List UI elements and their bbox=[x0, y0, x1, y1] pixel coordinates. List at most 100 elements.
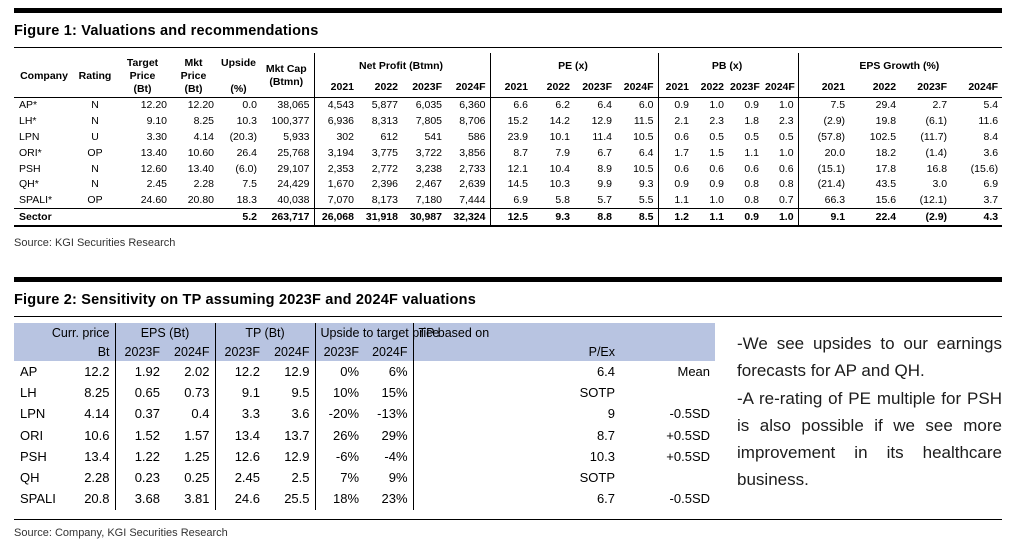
cell: 6.0 bbox=[638, 99, 654, 112]
cell: 102.5 bbox=[869, 130, 897, 143]
cell: AP* bbox=[19, 99, 38, 112]
year-header: 2024F bbox=[623, 81, 654, 94]
cell: 0.6 bbox=[744, 162, 760, 175]
year-header: 2023F bbox=[215, 342, 265, 362]
cell: 0.4 bbox=[165, 403, 216, 426]
col-header-company: Company bbox=[20, 69, 68, 82]
cell: 2,467 bbox=[415, 178, 442, 191]
cell: (57.8) bbox=[797, 129, 850, 146]
cell: 2,733 bbox=[459, 162, 486, 175]
cell: 9.1 bbox=[797, 208, 850, 228]
cell: 29.4 bbox=[875, 99, 897, 112]
cell: 8.8 bbox=[574, 208, 616, 228]
cell: 6.2 bbox=[555, 99, 570, 112]
bottom-rule bbox=[14, 519, 1002, 521]
cell: 11.5 bbox=[633, 115, 654, 128]
cell: 13.7 bbox=[265, 425, 316, 447]
cell: 2.28 bbox=[62, 467, 116, 489]
col-header-pex: P/Ex bbox=[413, 342, 621, 362]
cell: 6.9 bbox=[983, 178, 999, 191]
cell: (2.9) bbox=[900, 208, 952, 228]
cell: 2.5 bbox=[265, 467, 316, 489]
col-header-rating: Rating bbox=[78, 69, 112, 82]
year-header: 2024F bbox=[265, 342, 316, 362]
cell: 18.3 bbox=[236, 194, 257, 207]
cell: 7,070 bbox=[313, 192, 358, 209]
cell: 9.3 bbox=[638, 178, 654, 191]
table-row: QH* N 2.45 2.28 7.5 24,429 1,670 2,396 2,467 2,63… bbox=[14, 176, 1002, 193]
cell: 1.1 bbox=[744, 146, 760, 159]
cell: 0.6 bbox=[709, 162, 725, 175]
table-row: LPN 4.14 0.37 0.4 3.3 3.6 -20% -13% 9 -0.5SD bbox=[14, 403, 715, 426]
cell: U bbox=[91, 130, 99, 143]
group-header-eps: EPS (Bt) bbox=[115, 323, 216, 343]
cell: 0.37 bbox=[134, 406, 160, 422]
table-row: LH* N 9.10 8.25 10.3 100,377 6,936 8,313 7,805 8,… bbox=[14, 113, 1002, 130]
cell: 4,543 bbox=[313, 97, 358, 114]
cell: 5.2 bbox=[218, 208, 261, 228]
cell: 3.81 bbox=[165, 488, 216, 511]
year-header: 2021 bbox=[489, 74, 532, 98]
cell: 24.60 bbox=[140, 194, 167, 207]
cell: (15.6) bbox=[970, 162, 999, 175]
cell: (15.1) bbox=[797, 161, 850, 177]
cell: 12.1 bbox=[489, 161, 532, 177]
cell: 8.25 bbox=[193, 115, 214, 128]
cell: N bbox=[91, 162, 99, 175]
cell: 263,717 bbox=[261, 208, 314, 228]
cell: 4.3 bbox=[951, 208, 1003, 228]
cell: 20.80 bbox=[187, 194, 214, 207]
cell: 1.57 bbox=[165, 425, 216, 447]
cell: 3.0 bbox=[932, 178, 948, 191]
cell: 13.4 bbox=[62, 446, 116, 468]
cell: 2.3 bbox=[778, 115, 794, 128]
table-row: LH 8.25 0.65 0.73 9.1 9.5 10% 15% SOTP bbox=[14, 382, 715, 404]
cell: 38,065 bbox=[277, 99, 310, 112]
col-header-curr-price: Curr. price bbox=[14, 323, 116, 343]
cell: 1.0 bbox=[778, 99, 794, 112]
cell: 2,772 bbox=[371, 162, 398, 175]
col-header-upside: Upside (%) bbox=[220, 57, 256, 95]
cell: 10.6 bbox=[62, 425, 116, 447]
year-header: 2023F bbox=[412, 81, 442, 94]
cell: 22.4 bbox=[849, 208, 901, 228]
cell: 9.5 bbox=[265, 382, 316, 404]
cell: 6.7 bbox=[596, 491, 616, 507]
cell: 9.1 bbox=[241, 385, 260, 401]
cell: 7.9 bbox=[555, 146, 570, 159]
cell: 13.4 bbox=[234, 427, 260, 443]
cell: N bbox=[91, 99, 99, 112]
figure1-title: Figure 1: Valuations and recommendations bbox=[14, 23, 319, 39]
cell: QH bbox=[20, 470, 40, 486]
cell: (21.4) bbox=[797, 176, 850, 193]
cell: 7,444 bbox=[459, 194, 486, 207]
cell: 6,360 bbox=[459, 99, 486, 112]
cell: 18.2 bbox=[875, 146, 897, 159]
table-row: SPALI 20.8 3.68 3.81 24.6 25.5 18% 23% 6.7 -0.5SD bbox=[14, 488, 715, 511]
year-header: 2021 bbox=[313, 74, 358, 98]
cell: 40,038 bbox=[277, 194, 310, 207]
cell: OP bbox=[87, 194, 103, 207]
cell: 32,324 bbox=[446, 208, 490, 228]
cell: 6,035 bbox=[415, 99, 442, 112]
cell: 23% bbox=[364, 488, 414, 511]
table-row: AP 12.2 1.92 2.02 12.2 12.9 0% 6% 6.4 Mean bbox=[14, 361, 715, 383]
cell: 3.6 bbox=[983, 146, 999, 159]
cell: 6.4 bbox=[597, 99, 612, 112]
cell: 66.3 bbox=[797, 192, 850, 209]
cell: SOTP bbox=[579, 385, 616, 401]
cell: 13.40 bbox=[187, 162, 214, 175]
cell: SPALI* bbox=[19, 194, 53, 207]
cell: 8.25 bbox=[62, 382, 116, 404]
cell: 5,933 bbox=[283, 130, 310, 143]
cell: 6.7 bbox=[597, 146, 612, 159]
cell: -0.5SD bbox=[669, 406, 711, 422]
cell: 1.8 bbox=[744, 115, 760, 128]
year-header: 2022 bbox=[374, 81, 398, 94]
cell: 29% bbox=[364, 425, 414, 447]
group-header-pe: PE (x) bbox=[489, 53, 659, 75]
figure1-header: Company Rating Target Price (Bt) Mkt Pri… bbox=[14, 53, 1003, 98]
cell: 0.6 bbox=[778, 162, 794, 175]
cell: 1.52 bbox=[134, 427, 160, 443]
cell: (6.0) bbox=[235, 162, 257, 175]
